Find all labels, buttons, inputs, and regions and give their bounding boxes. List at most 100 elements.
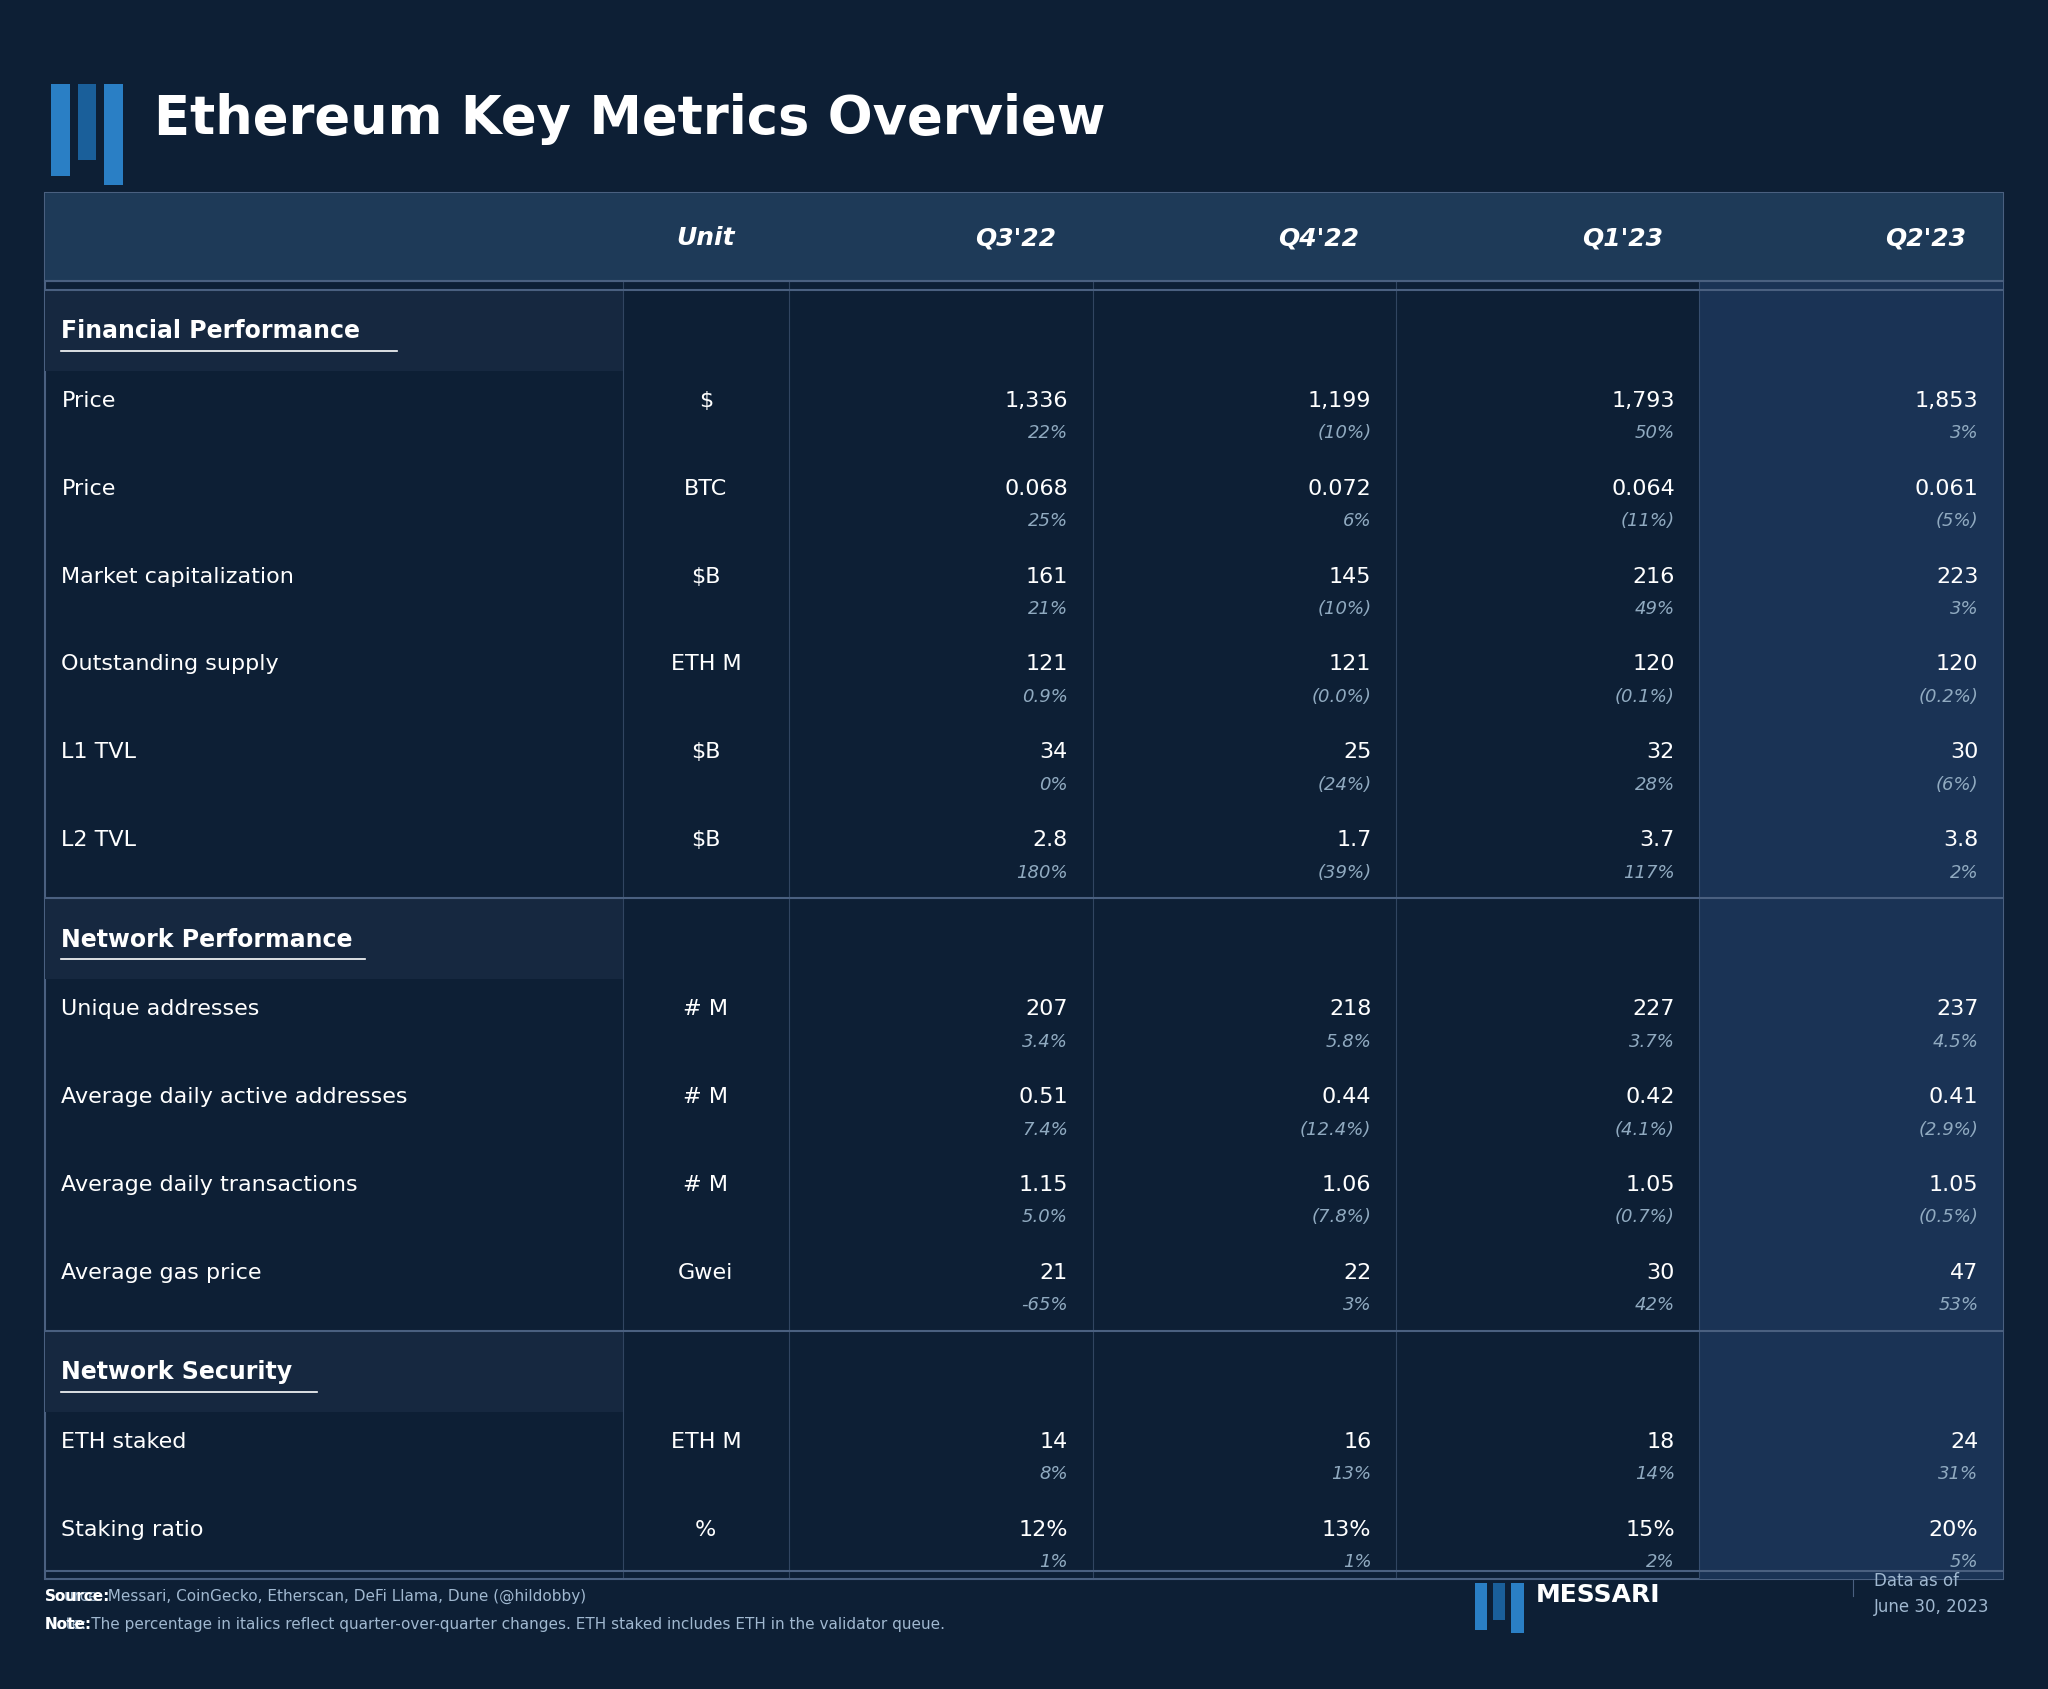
Text: 120: 120 xyxy=(1632,654,1675,674)
Text: 0.41: 0.41 xyxy=(1929,1086,1978,1106)
FancyBboxPatch shape xyxy=(51,84,70,177)
Text: 0%: 0% xyxy=(1038,775,1067,794)
Text: Network Performance: Network Performance xyxy=(61,927,352,951)
Text: 145: 145 xyxy=(1329,566,1372,586)
Text: 14: 14 xyxy=(1040,1431,1067,1451)
Text: 216: 216 xyxy=(1632,566,1675,586)
Text: 2%: 2% xyxy=(1950,863,1978,882)
Text: (12.4%): (12.4%) xyxy=(1300,1120,1372,1138)
Text: 0.064: 0.064 xyxy=(1612,478,1675,498)
Text: 3%: 3% xyxy=(1950,424,1978,443)
Text: 15%: 15% xyxy=(1626,1518,1675,1539)
Text: 5.0%: 5.0% xyxy=(1022,1208,1067,1226)
Text: Unique addresses: Unique addresses xyxy=(61,998,260,1018)
Text: Network Security: Network Security xyxy=(61,1360,293,1383)
Text: (0.2%): (0.2%) xyxy=(1919,687,1978,706)
Text: Ethereum Key Metrics Overview: Ethereum Key Metrics Overview xyxy=(154,93,1106,145)
Text: 18: 18 xyxy=(1647,1431,1675,1451)
Text: MESSARI: MESSARI xyxy=(1536,1583,1661,1606)
Text: 1%: 1% xyxy=(1038,1552,1067,1571)
Text: (0.1%): (0.1%) xyxy=(1616,687,1675,706)
Text: # M: # M xyxy=(684,998,729,1018)
Text: 42%: 42% xyxy=(1634,1295,1675,1314)
Text: 0.51: 0.51 xyxy=(1018,1086,1067,1106)
Text: Price: Price xyxy=(61,478,117,498)
Text: 0.44: 0.44 xyxy=(1321,1086,1372,1106)
Text: 1.06: 1.06 xyxy=(1321,1174,1372,1194)
Text: (2.9%): (2.9%) xyxy=(1919,1120,1978,1138)
Text: L2 TVL: L2 TVL xyxy=(61,829,137,850)
FancyBboxPatch shape xyxy=(1511,1583,1524,1633)
Text: Gwei: Gwei xyxy=(678,1262,733,1282)
Text: 227: 227 xyxy=(1632,998,1675,1018)
FancyBboxPatch shape xyxy=(1700,194,2003,1579)
Text: $B: $B xyxy=(690,566,721,586)
Text: $: $ xyxy=(698,390,713,410)
Text: 1.15: 1.15 xyxy=(1018,1174,1067,1194)
Text: 3%: 3% xyxy=(1950,600,1978,618)
FancyBboxPatch shape xyxy=(45,194,2003,1579)
FancyBboxPatch shape xyxy=(104,84,123,186)
Text: 6%: 6% xyxy=(1343,512,1372,530)
Text: (39%): (39%) xyxy=(1317,863,1372,882)
Text: 30: 30 xyxy=(1647,1262,1675,1282)
Text: 1,199: 1,199 xyxy=(1309,390,1372,410)
Text: BTC: BTC xyxy=(684,478,727,498)
Text: (4.1%): (4.1%) xyxy=(1616,1120,1675,1138)
Text: 47: 47 xyxy=(1950,1262,1978,1282)
Text: 0.072: 0.072 xyxy=(1309,478,1372,498)
Text: 53%: 53% xyxy=(1937,1295,1978,1314)
Text: 31%: 31% xyxy=(1937,1464,1978,1483)
Text: 22: 22 xyxy=(1343,1262,1372,1282)
Text: 117%: 117% xyxy=(1624,863,1675,882)
Text: 218: 218 xyxy=(1329,998,1372,1018)
Text: (5%): (5%) xyxy=(1935,512,1978,530)
Text: 0.068: 0.068 xyxy=(1004,478,1067,498)
Text: Average daily transactions: Average daily transactions xyxy=(61,1174,358,1194)
Text: Source: Messari, CoinGecko, Etherscan, DeFi Llama, Dune (@hildobby): Source: Messari, CoinGecko, Etherscan, D… xyxy=(45,1588,586,1603)
Text: (0.7%): (0.7%) xyxy=(1616,1208,1675,1226)
Text: Average gas price: Average gas price xyxy=(61,1262,262,1282)
Text: Market capitalization: Market capitalization xyxy=(61,566,295,586)
Text: 21: 21 xyxy=(1040,1262,1067,1282)
Text: # M: # M xyxy=(684,1086,729,1106)
Text: Q1'23: Q1'23 xyxy=(1581,226,1663,250)
Text: 2%: 2% xyxy=(1647,1552,1675,1571)
FancyBboxPatch shape xyxy=(1475,1583,1487,1630)
Text: Outstanding supply: Outstanding supply xyxy=(61,654,279,674)
Text: 14%: 14% xyxy=(1634,1464,1675,1483)
FancyBboxPatch shape xyxy=(1493,1583,1505,1620)
Text: Q4'22: Q4'22 xyxy=(1278,226,1360,250)
Text: 0.9%: 0.9% xyxy=(1022,687,1067,706)
Text: 2.8: 2.8 xyxy=(1032,829,1067,850)
Text: $B: $B xyxy=(690,741,721,762)
Text: 0.061: 0.061 xyxy=(1915,478,1978,498)
Text: Unit: Unit xyxy=(676,226,735,250)
Text: (24%): (24%) xyxy=(1317,775,1372,794)
Text: 25%: 25% xyxy=(1028,512,1067,530)
Text: 3.8: 3.8 xyxy=(1944,829,1978,850)
Text: 49%: 49% xyxy=(1634,600,1675,618)
Text: (11%): (11%) xyxy=(1620,512,1675,530)
Text: ETH M: ETH M xyxy=(670,1431,741,1451)
Text: %: % xyxy=(694,1518,717,1539)
Text: Average daily active addresses: Average daily active addresses xyxy=(61,1086,408,1106)
Text: 1,793: 1,793 xyxy=(1612,390,1675,410)
Text: Note:: Note: xyxy=(45,1616,92,1632)
Text: 1,853: 1,853 xyxy=(1915,390,1978,410)
Text: 1.05: 1.05 xyxy=(1929,1174,1978,1194)
Text: 13%: 13% xyxy=(1321,1518,1372,1539)
Text: 223: 223 xyxy=(1935,566,1978,586)
Text: 120: 120 xyxy=(1935,654,1978,674)
Text: Q2'23: Q2'23 xyxy=(1886,226,1966,250)
Text: 16: 16 xyxy=(1343,1431,1372,1451)
Text: Financial Performance: Financial Performance xyxy=(61,319,360,343)
Text: $B: $B xyxy=(690,829,721,850)
Text: 24: 24 xyxy=(1950,1431,1978,1451)
Text: 121: 121 xyxy=(1329,654,1372,674)
Text: 1.7: 1.7 xyxy=(1335,829,1372,850)
FancyBboxPatch shape xyxy=(45,291,623,372)
Text: 30: 30 xyxy=(1950,741,1978,762)
Text: 3.7: 3.7 xyxy=(1640,829,1675,850)
Text: 28%: 28% xyxy=(1634,775,1675,794)
